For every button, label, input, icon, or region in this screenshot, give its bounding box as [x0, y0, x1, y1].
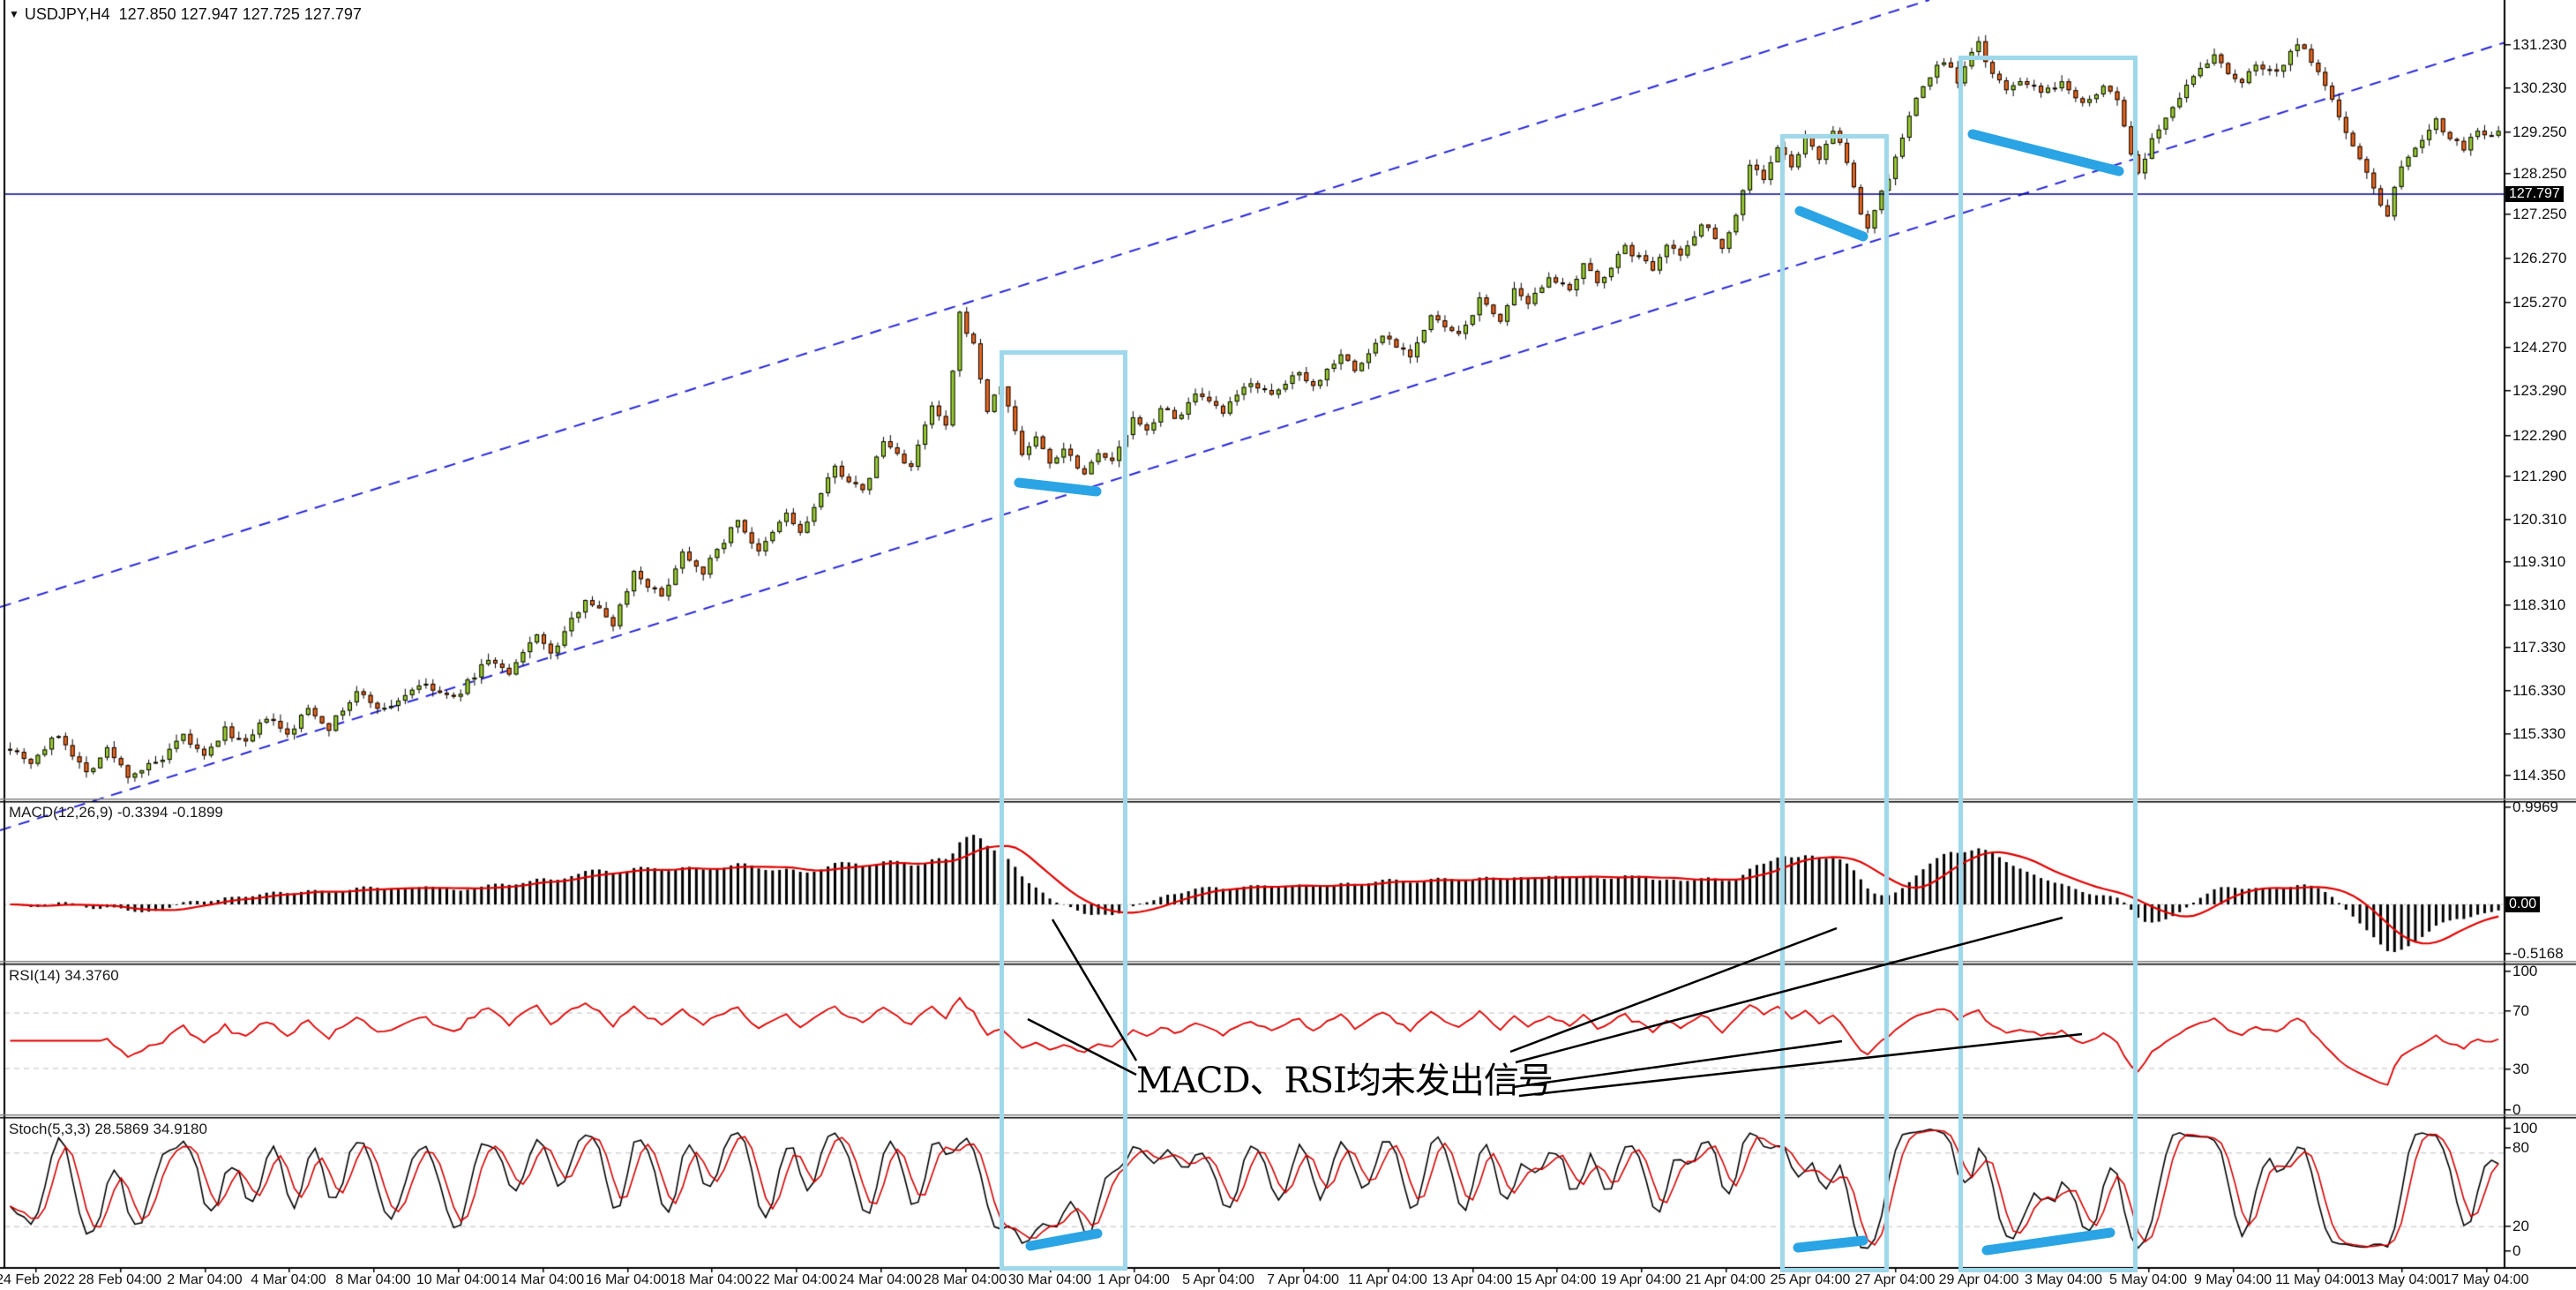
- rsi-panel-label: RSI(14) 34.3760: [9, 967, 119, 984]
- chart-title: ▼ USDJPY,H4 127.850 127.947 127.725 127.7…: [9, 5, 362, 24]
- blue-trend-stroke: [1794, 206, 1868, 242]
- price-axis-label: 128.250: [2512, 165, 2567, 182]
- macd-panel-label: MACD(12,26,9) -0.3394 -0.1899: [9, 804, 223, 821]
- time-axis-label: 5 Apr 04:00: [1182, 1272, 1254, 1287]
- price-axis-label: 127.250: [2512, 206, 2567, 222]
- stoch-panel-label: Stoch(5,3,3) 28.5869 34.9180: [9, 1121, 207, 1137]
- price-axis-label: 126.270: [2512, 250, 2567, 266]
- stoch-axis-label: 20: [2512, 1218, 2529, 1234]
- time-axis-label: 7 Apr 04:00: [1267, 1272, 1339, 1287]
- annotation-pointer-line: [1509, 926, 1838, 1054]
- rsi-axis-label: 70: [2512, 1002, 2529, 1019]
- macd-axis-label: 0.9969: [2512, 799, 2558, 815]
- time-axis-label: 27 Apr 04:00: [1854, 1272, 1936, 1287]
- annotation-pointer-line: [1512, 1039, 1843, 1089]
- annotation-text: MACD、RSI均未发出信号: [1136, 1061, 1554, 1101]
- blue-trend-stroke: [1025, 1228, 1103, 1251]
- time-axis-label: 4 Mar 04:00: [251, 1272, 326, 1287]
- annotation-pointer-line: [1518, 1032, 2083, 1098]
- time-axis-label: 30 Mar 04:00: [1007, 1272, 1092, 1287]
- symbol-dropdown-icon[interactable]: ▼: [9, 8, 19, 20]
- annotation-pointer-line: [1051, 919, 1138, 1061]
- highlight-rect: [1000, 350, 1127, 1271]
- rsi-axis-label: 30: [2512, 1061, 2529, 1077]
- stoch-axis-label: 100: [2512, 1120, 2538, 1136]
- price-axis-label: 125.270: [2512, 294, 2567, 311]
- time-axis-label: 28 Feb 04:00: [78, 1272, 162, 1287]
- time-axis-label: 24 Mar 04:00: [838, 1272, 923, 1287]
- blue-trend-stroke: [1014, 477, 1102, 497]
- rsi-axis-label: 0: [2512, 1101, 2521, 1118]
- price-axis-label: 120.310: [2512, 511, 2567, 528]
- rsi-axis-label: 100: [2512, 963, 2538, 979]
- time-axis-label: 25 Apr 04:00: [1770, 1272, 1851, 1287]
- time-axis-label: 16 Mar 04:00: [585, 1272, 670, 1287]
- stoch-axis-label: 80: [2512, 1139, 2529, 1156]
- annotation-pointer-line: [1027, 1017, 1137, 1076]
- time-axis-label: 5 May 04:00: [2108, 1272, 2188, 1287]
- blue-trend-stroke: [1981, 1227, 2115, 1256]
- price-axis-label: 131.230: [2512, 36, 2567, 53]
- price-axis-label: 129.250: [2512, 124, 2567, 140]
- macd-zero-tag: 0.00: [2505, 896, 2541, 912]
- time-axis-label: 8 Mar 04:00: [335, 1272, 411, 1287]
- macd-axis-label: -0.5168: [2512, 945, 2564, 962]
- time-axis-label: 21 Apr 04:00: [1685, 1272, 1766, 1287]
- ohlc-quote: 127.850 127.947 127.725 127.797: [118, 5, 362, 23]
- price-axis-label: 123.290: [2512, 382, 2567, 399]
- price-axis-label: 122.290: [2512, 427, 2567, 444]
- highlight-rect: [1780, 134, 1889, 1272]
- blue-trend-stroke: [1793, 1235, 1868, 1253]
- price-axis-label: 119.310: [2512, 553, 2566, 570]
- time-axis-label: 17 May 04:00: [2443, 1272, 2529, 1287]
- price-axis-label: 121.290: [2512, 468, 2567, 484]
- price-axis-label: 115.330: [2512, 725, 2566, 742]
- annotation-pointer-line: [1515, 916, 2063, 1064]
- blue-trend-stroke: [1967, 129, 2124, 176]
- time-axis-label: 13 Apr 04:00: [1432, 1272, 1513, 1287]
- stoch-axis-label: 0: [2512, 1242, 2521, 1259]
- time-axis-label: 29 Apr 04:00: [1938, 1272, 2019, 1287]
- highlight-rect: [1958, 56, 2138, 1272]
- time-axis-label: 10 Mar 04:00: [416, 1272, 500, 1287]
- price-axis-label: 124.270: [2512, 339, 2567, 356]
- time-axis-label: 18 Mar 04:00: [669, 1272, 753, 1287]
- price-axis-label: 130.230: [2512, 79, 2567, 96]
- time-axis-label: 3 May 04:00: [2024, 1272, 2103, 1287]
- time-axis-label: 22 Mar 04:00: [753, 1272, 838, 1287]
- price-axis-label: 117.330: [2512, 639, 2566, 656]
- time-axis-label: 14 Mar 04:00: [500, 1272, 585, 1287]
- time-axis-label: 24 Feb 2022: [0, 1272, 75, 1287]
- time-axis-label: 9 May 04:00: [2193, 1272, 2273, 1287]
- price-axis-label: 118.310: [2512, 596, 2566, 613]
- time-axis-label: 11 May 04:00: [2275, 1272, 2360, 1287]
- time-axis-label: 19 Apr 04:00: [1600, 1272, 1681, 1287]
- time-axis-label: 28 Mar 04:00: [923, 1272, 1007, 1287]
- price-axis-label: 114.350: [2512, 767, 2566, 784]
- time-axis-label: 11 Apr 04:00: [1348, 1272, 1427, 1287]
- time-axis-label: 1 Apr 04:00: [1097, 1272, 1170, 1287]
- price-axis-label: 116.330: [2512, 682, 2566, 699]
- time-axis-label: 13 May 04:00: [2358, 1272, 2445, 1287]
- time-axis-label: 15 Apr 04:00: [1516, 1272, 1597, 1287]
- symbol-label: USDJPY,H4: [24, 5, 110, 23]
- time-axis-label: 2 Mar 04:00: [167, 1272, 243, 1287]
- current-price-tag: 127.797: [2505, 186, 2564, 202]
